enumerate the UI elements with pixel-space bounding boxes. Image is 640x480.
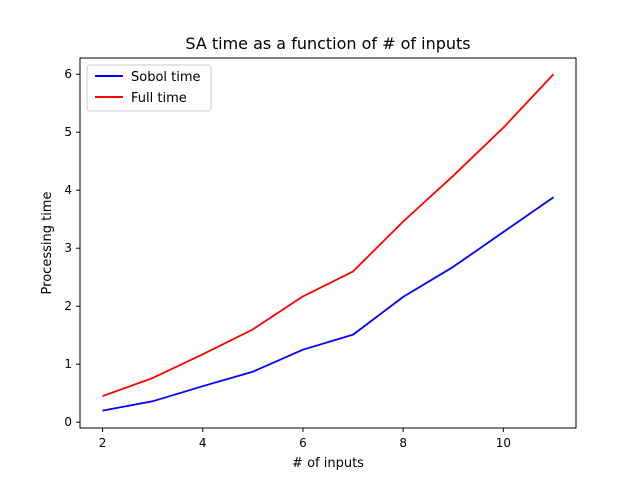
series-line-full-time bbox=[102, 73, 555, 397]
series-layer bbox=[102, 73, 555, 412]
legend-label-full-time: Full time bbox=[131, 91, 187, 106]
y-tick-label: 1 bbox=[64, 357, 72, 371]
y-axis-label: Processing time bbox=[40, 192, 55, 295]
x-tick-label: 2 bbox=[99, 436, 107, 450]
y-tick-label: 3 bbox=[64, 241, 72, 255]
x-tick-label: 6 bbox=[299, 436, 307, 450]
y-tick-label: 2 bbox=[64, 299, 72, 313]
x-axis-ticks: 2 4 6 8 10 bbox=[99, 428, 511, 450]
chart-title: SA time as a function of # of inputs bbox=[185, 34, 470, 53]
y-tick-label: 4 bbox=[64, 183, 72, 197]
y-tick-label: 0 bbox=[64, 415, 72, 429]
plot-frame bbox=[79, 57, 577, 429]
x-tick-label: 4 bbox=[199, 436, 207, 450]
legend-label-sobol-time: Sobol time bbox=[131, 70, 201, 85]
y-tick-label: 6 bbox=[64, 67, 72, 81]
y-axis-ticks: 0 1 2 3 4 5 6 bbox=[64, 67, 80, 429]
x-axis-label: # of inputs bbox=[292, 456, 364, 471]
plot-area bbox=[80, 58, 576, 428]
x-tick-label: 10 bbox=[496, 436, 511, 450]
legend: Sobol time Full time bbox=[86, 64, 212, 112]
y-tick-label: 5 bbox=[64, 125, 72, 139]
x-tick-label: 8 bbox=[399, 436, 407, 450]
series-line-sobol-time bbox=[102, 196, 555, 412]
